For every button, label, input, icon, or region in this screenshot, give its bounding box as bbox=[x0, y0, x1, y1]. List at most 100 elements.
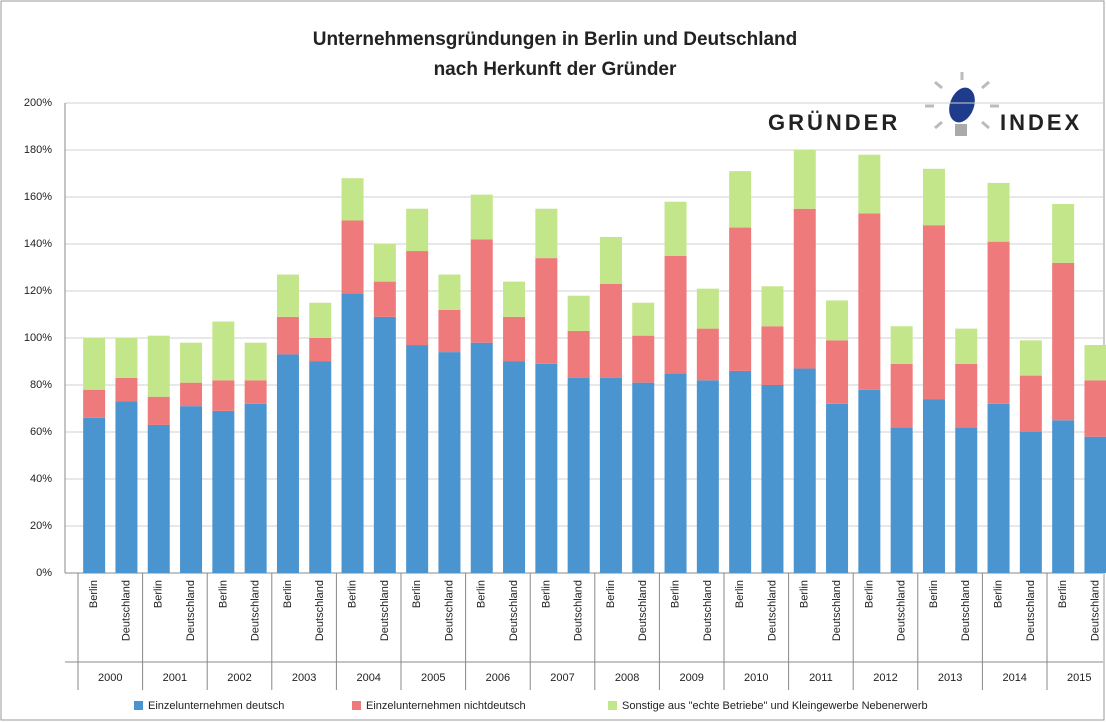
y-tick-label: 160% bbox=[24, 191, 52, 203]
bar-segment bbox=[1084, 380, 1106, 437]
bar-segment bbox=[438, 309, 461, 353]
bar-segment bbox=[664, 373, 687, 573]
bar-segment bbox=[632, 335, 655, 383]
x-tick-label: Berlin bbox=[1057, 580, 1069, 608]
x-tick-label: Deutschland bbox=[185, 580, 197, 641]
bar-segment bbox=[761, 385, 784, 573]
bar-segment bbox=[890, 326, 913, 364]
group-label: 2000 bbox=[98, 672, 122, 684]
x-tick-label: Berlin bbox=[928, 580, 940, 608]
group-label: 2010 bbox=[744, 672, 768, 684]
bar-segment bbox=[244, 342, 267, 381]
bar-segment bbox=[115, 401, 138, 573]
bar-segment bbox=[761, 326, 784, 385]
bar-segment bbox=[406, 208, 429, 252]
bar-segment bbox=[1052, 420, 1075, 573]
bar-segment bbox=[373, 316, 396, 573]
y-tick-label: 80% bbox=[30, 379, 52, 391]
bar-segment bbox=[276, 316, 299, 355]
bar-segment bbox=[438, 352, 461, 573]
bar-segment bbox=[793, 208, 816, 369]
bar-segment bbox=[922, 168, 945, 226]
x-tick-label: Berlin bbox=[863, 580, 875, 608]
bar-segment bbox=[858, 213, 881, 390]
x-tick-label: Berlin bbox=[992, 580, 1004, 608]
bar-segment bbox=[115, 377, 138, 402]
x-tick-label: Deutschland bbox=[766, 580, 778, 641]
bar-segment bbox=[212, 380, 235, 411]
bar-segment bbox=[826, 403, 849, 573]
group-label: 2008 bbox=[615, 672, 639, 684]
y-tick-label: 100% bbox=[24, 332, 52, 344]
bar-segment bbox=[309, 338, 332, 362]
bar-segment bbox=[180, 342, 203, 383]
bar-segment bbox=[341, 178, 364, 221]
x-tick-label: Berlin bbox=[153, 580, 165, 608]
legend-label: Sonstige aus "echte Betriebe" und Kleing… bbox=[622, 700, 928, 712]
bar-segment bbox=[276, 354, 299, 573]
bar-segment bbox=[438, 274, 461, 310]
group-label: 2014 bbox=[1002, 672, 1026, 684]
group-label: 2015 bbox=[1067, 672, 1091, 684]
x-tick-label: Deutschland bbox=[1025, 580, 1037, 641]
x-tick-label: Berlin bbox=[734, 580, 746, 608]
bar-segment bbox=[599, 283, 622, 378]
bar-segment bbox=[406, 345, 429, 573]
group-label: 2012 bbox=[873, 672, 897, 684]
bar-segment bbox=[1019, 432, 1042, 573]
bar-segment bbox=[567, 330, 590, 378]
x-tick-label: Berlin bbox=[217, 580, 229, 608]
x-tick-label: Deutschland bbox=[702, 580, 714, 641]
bar-segment bbox=[664, 201, 687, 256]
bar-segment bbox=[535, 258, 558, 364]
x-tick-label: Berlin bbox=[540, 580, 552, 608]
bar-segment bbox=[470, 239, 493, 343]
bar-segment bbox=[470, 342, 493, 573]
bar-segment bbox=[244, 403, 267, 573]
x-tick-label: Berlin bbox=[346, 580, 358, 608]
group-label: 2002 bbox=[227, 672, 251, 684]
x-tick-label: Deutschland bbox=[896, 580, 908, 641]
x-tick-label: Deutschland bbox=[314, 580, 326, 641]
bar-segment bbox=[212, 321, 235, 381]
bar-segment bbox=[1084, 436, 1106, 573]
bar-segment bbox=[729, 171, 752, 228]
bar-segment bbox=[341, 293, 364, 573]
y-tick-label: 40% bbox=[30, 473, 52, 485]
group-label: 2003 bbox=[292, 672, 316, 684]
bar-segment bbox=[696, 328, 719, 381]
bar-segment bbox=[987, 182, 1010, 242]
y-tick-label: 200% bbox=[24, 97, 52, 109]
bar-segment bbox=[83, 389, 106, 418]
x-tick-label: Deutschland bbox=[120, 580, 132, 641]
legend-swatch bbox=[352, 701, 361, 710]
chart-title: Unternehmensgründungen in Berlin und Deu… bbox=[313, 29, 798, 50]
bar-segment bbox=[987, 241, 1010, 404]
bar-segment bbox=[632, 382, 655, 573]
bar-segment bbox=[147, 396, 170, 425]
bar-segment bbox=[922, 399, 945, 573]
group-label: 2013 bbox=[938, 672, 962, 684]
y-tick-label: 60% bbox=[30, 426, 52, 438]
bar-segment bbox=[567, 377, 590, 573]
bar-segment bbox=[826, 300, 849, 341]
x-tick-label: Deutschland bbox=[443, 580, 455, 641]
legend-swatch bbox=[608, 701, 617, 710]
logo-right: INDEX bbox=[1000, 110, 1082, 135]
bar-segment bbox=[503, 316, 526, 362]
bar-segment bbox=[244, 380, 267, 404]
legend-label: Einzelunternehmen nichtdeutsch bbox=[366, 700, 526, 712]
bar-segment bbox=[406, 251, 429, 346]
bar-segment bbox=[793, 368, 816, 573]
y-tick-label: 0% bbox=[36, 567, 52, 579]
x-tick-label: Deutschland bbox=[637, 580, 649, 641]
bar-segment bbox=[470, 194, 493, 240]
bar-segment bbox=[309, 302, 332, 338]
bar-segment bbox=[147, 335, 170, 397]
group-label: 2004 bbox=[356, 672, 380, 684]
bar-segment bbox=[890, 363, 913, 428]
x-tick-label: Deutschland bbox=[508, 580, 520, 641]
chart-subtitle: nach Herkunft der Gründer bbox=[434, 59, 677, 80]
bar-segment bbox=[761, 286, 784, 327]
